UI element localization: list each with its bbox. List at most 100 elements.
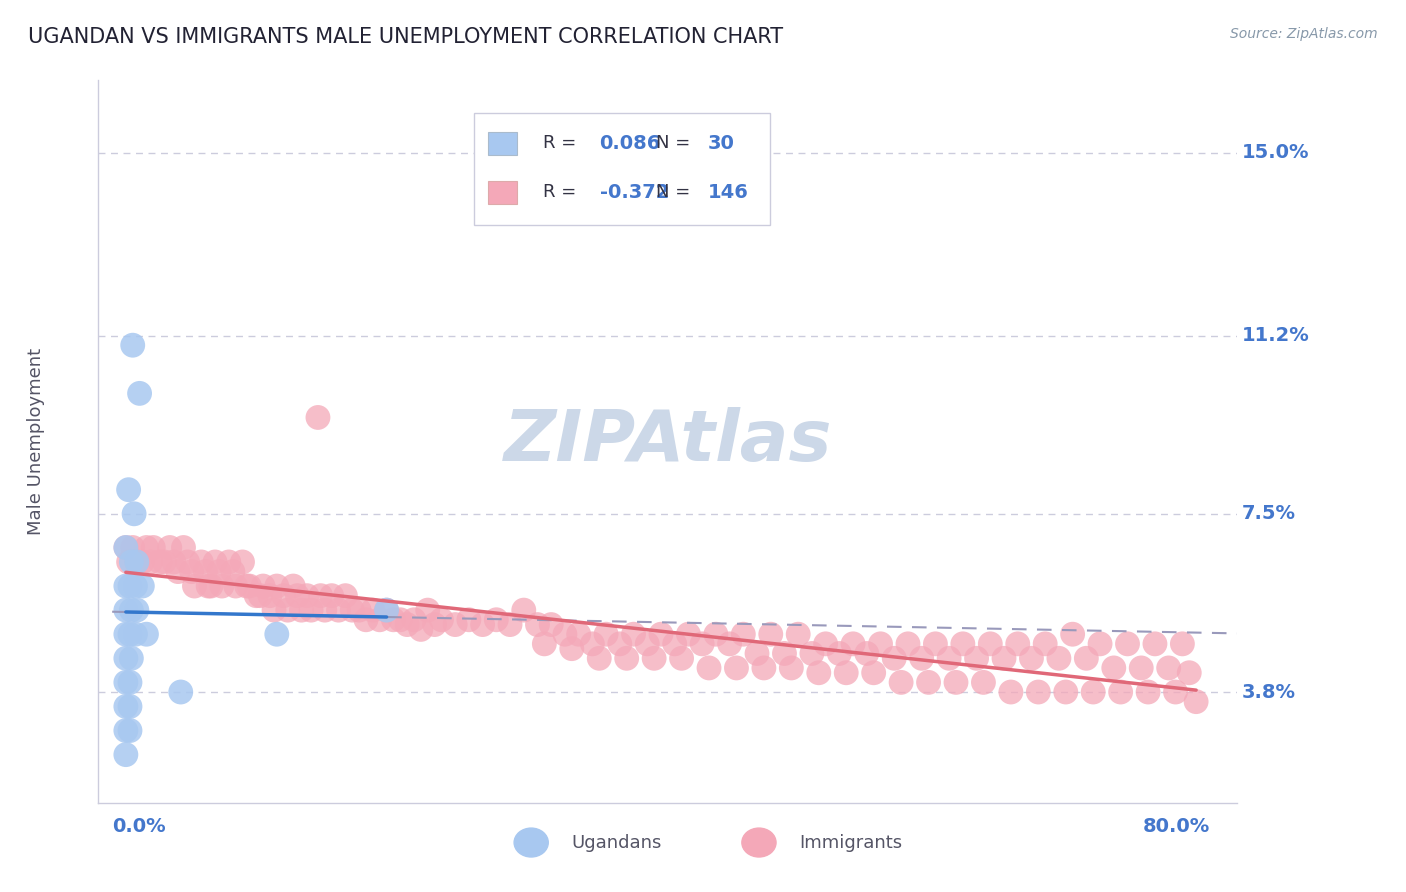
FancyBboxPatch shape (488, 132, 517, 154)
Point (121, 338, 143, 352)
Point (159, 541, 181, 555)
Text: N =: N = (657, 134, 696, 153)
Point (1007, 637, 1029, 651)
Point (890, 675, 912, 690)
Point (650, 627, 672, 641)
Point (540, 617, 562, 632)
Point (911, 651, 934, 665)
Text: 7.5%: 7.5% (1241, 504, 1295, 524)
Point (163, 555, 186, 569)
FancyBboxPatch shape (488, 181, 517, 204)
Point (266, 627, 288, 641)
Point (252, 579, 274, 593)
Point (1164, 685, 1187, 699)
Text: 0.0%: 0.0% (112, 817, 166, 837)
Point (409, 623, 432, 637)
Point (402, 613, 425, 627)
Point (382, 613, 405, 627)
Point (828, 647, 851, 661)
Point (1130, 661, 1153, 675)
Point (807, 665, 830, 680)
Point (966, 651, 988, 665)
Point (1116, 637, 1139, 651)
Point (375, 603, 398, 617)
Point (173, 541, 195, 555)
Point (245, 589, 267, 603)
Point (375, 603, 398, 617)
Point (259, 589, 281, 603)
Point (1054, 685, 1077, 699)
Point (115, 627, 138, 641)
Point (869, 637, 891, 651)
Point (671, 651, 693, 665)
Text: 146: 146 (707, 183, 748, 202)
Point (149, 555, 172, 569)
Text: 0.086: 0.086 (599, 134, 661, 153)
Point (283, 579, 305, 593)
Point (115, 747, 138, 762)
Point (800, 647, 823, 661)
Point (235, 579, 257, 593)
Point (115, 603, 138, 617)
Point (588, 651, 610, 665)
Point (124, 627, 146, 641)
Point (1000, 685, 1022, 699)
Point (835, 665, 858, 680)
Point (938, 651, 960, 665)
Point (1157, 661, 1180, 675)
Text: Ugandans: Ugandans (571, 833, 661, 852)
Point (225, 579, 247, 593)
Point (263, 603, 285, 617)
Point (361, 603, 384, 617)
Text: 80.0%: 80.0% (1143, 817, 1209, 837)
Point (664, 637, 686, 651)
Point (115, 723, 138, 738)
Point (183, 579, 205, 593)
Point (623, 627, 645, 641)
Point (1102, 661, 1125, 675)
Point (368, 613, 391, 627)
Point (125, 555, 148, 569)
Point (1137, 685, 1160, 699)
Point (690, 637, 713, 651)
Point (117, 555, 139, 569)
Point (273, 589, 295, 603)
Point (389, 613, 412, 627)
Point (773, 647, 796, 661)
Point (416, 603, 439, 617)
Point (485, 613, 508, 627)
Point (266, 579, 288, 593)
Point (238, 579, 260, 593)
Point (759, 627, 782, 641)
Point (787, 627, 810, 641)
Point (231, 555, 253, 569)
Point (115, 579, 138, 593)
Point (180, 565, 202, 579)
Point (1026, 685, 1049, 699)
Point (342, 603, 364, 617)
Point (814, 637, 837, 651)
Point (115, 675, 138, 690)
Point (862, 665, 884, 680)
Point (616, 651, 638, 665)
Point (208, 565, 231, 579)
Point (120, 603, 142, 617)
Text: R =: R = (543, 183, 582, 202)
Point (554, 627, 576, 641)
Point (1047, 651, 1070, 665)
Point (328, 603, 350, 617)
Point (299, 603, 322, 617)
Point (568, 627, 591, 641)
Point (752, 661, 775, 675)
Point (124, 579, 146, 593)
Ellipse shape (742, 828, 776, 857)
Point (347, 603, 370, 617)
Point (396, 617, 419, 632)
Point (609, 637, 631, 651)
Point (115, 651, 138, 665)
Point (952, 637, 974, 651)
Point (725, 661, 748, 675)
Point (222, 565, 245, 579)
Text: Male Unemployment: Male Unemployment (27, 348, 45, 535)
Point (354, 613, 377, 627)
